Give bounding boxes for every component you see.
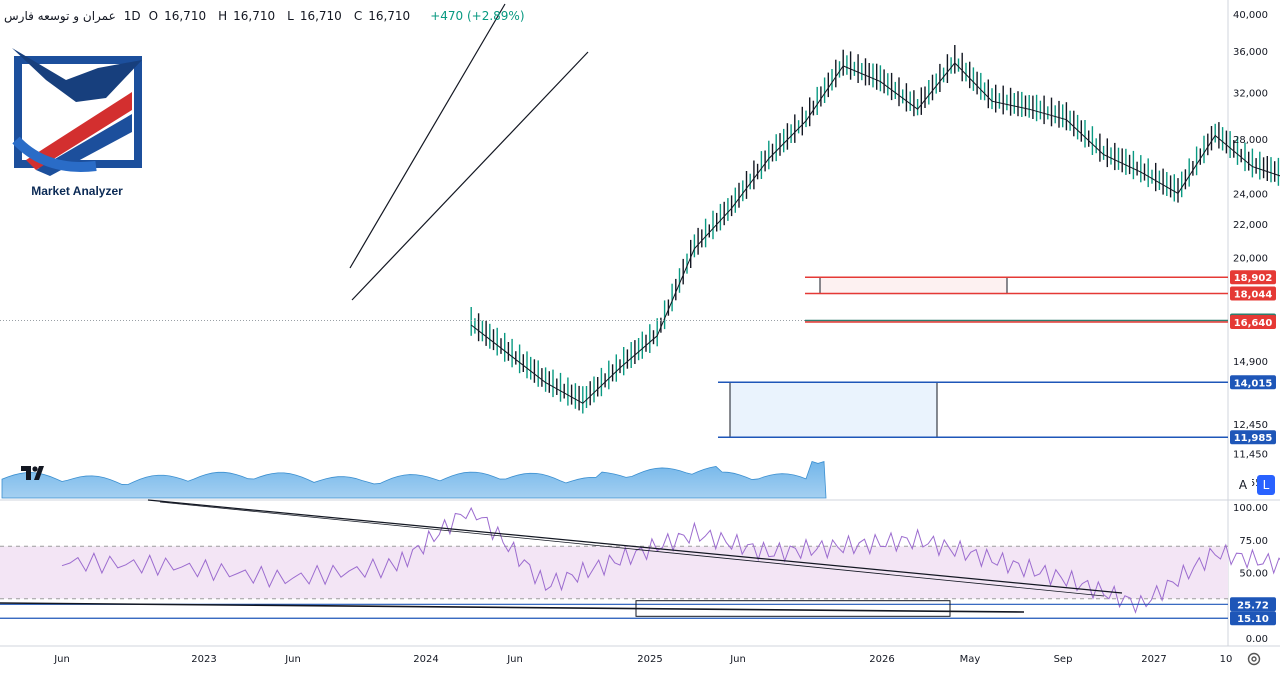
time-tick-label: May bbox=[960, 654, 981, 665]
tradingview-icon[interactable] bbox=[18, 458, 46, 486]
price-tick-label: 32,000 bbox=[1233, 88, 1268, 99]
interval-label[interactable]: 1D bbox=[123, 9, 141, 23]
gear-icon[interactable] bbox=[1246, 651, 1262, 667]
time-tick-label: 2026 bbox=[869, 654, 894, 665]
eagle-logo-icon bbox=[12, 48, 142, 176]
price-tick-label: 36,000 bbox=[1233, 47, 1268, 58]
price-series-line bbox=[470, 62, 1280, 404]
price-tick-label: 28,000 bbox=[1233, 135, 1268, 146]
price-level-tag bbox=[1230, 286, 1276, 301]
low-label: L bbox=[287, 9, 294, 23]
time-tick-label: 2025 bbox=[637, 654, 662, 665]
rsi-trendline-upper-2 bbox=[159, 501, 1105, 597]
time-tick-label: Jun bbox=[506, 654, 523, 665]
ohlc-readout: O 16,710 H 16,710 L 16,710 C 16,710 bbox=[149, 9, 423, 23]
high-label: H bbox=[218, 9, 228, 23]
time-tick-label: 2023 bbox=[191, 654, 216, 665]
price-tick-label: 11,450 bbox=[1233, 449, 1268, 460]
resistance-zone bbox=[819, 276, 1008, 295]
price-level-label: 11,985 bbox=[1234, 433, 1273, 444]
log-scale-button[interactable]: L bbox=[1257, 475, 1275, 495]
watermark-text: Market Analyzer bbox=[31, 184, 123, 198]
high-value: 16,710 bbox=[233, 9, 276, 23]
rsi-tick-label: 50.00 bbox=[1239, 569, 1268, 580]
time-tick-label: Jun bbox=[284, 654, 301, 665]
time-tick-label: Jun bbox=[729, 654, 746, 665]
price-tick-label: 40,000 bbox=[1233, 10, 1268, 21]
rsi-tick-label: 75.00 bbox=[1239, 536, 1268, 547]
channel-trendline bbox=[349, 3, 506, 269]
low-value: 16,710 bbox=[299, 9, 342, 23]
time-tick-label: 10 bbox=[1220, 654, 1233, 665]
price-level-label: 14,015 bbox=[1234, 378, 1273, 389]
price-level-tag bbox=[1230, 375, 1276, 390]
open-value: 16,710 bbox=[164, 9, 207, 23]
price-level-label: 18,044 bbox=[1234, 290, 1273, 301]
open-label: O bbox=[148, 9, 159, 23]
rsi-level-label: 15.10 bbox=[1237, 614, 1269, 625]
auto-scale-button[interactable]: A bbox=[1234, 475, 1252, 495]
price-level-label: 16,640 bbox=[1234, 318, 1273, 329]
rsi-level-label: 25.72 bbox=[1237, 600, 1269, 611]
rsi-line bbox=[61, 506, 1280, 614]
rsi-tick-label: 0.00 bbox=[1246, 634, 1268, 645]
price-tick-label: 12,450 bbox=[1233, 420, 1268, 431]
change-value: +470 (+2.89%) bbox=[430, 9, 525, 23]
close-value: 16,710 bbox=[368, 9, 411, 23]
watermark-logo: Market Analyzer bbox=[6, 40, 148, 210]
price-tick-label: 20,000 bbox=[1233, 253, 1268, 264]
time-tick-label: Sep bbox=[1054, 654, 1073, 665]
symbol-header[interactable]: عمران و توسعه فارس 1D O 16,710 H 16,710 L 16,… bbox=[4, 6, 525, 26]
rsi-level-tag bbox=[1230, 597, 1276, 612]
price-tick-label: 14,900 bbox=[1233, 357, 1268, 368]
rsi-band bbox=[0, 546, 1228, 599]
symbol-name[interactable]: عمران و توسعه فارس bbox=[4, 9, 116, 23]
rsi-trendline-lower bbox=[0, 602, 1025, 613]
rsi-tick-label: 100.00 bbox=[1233, 503, 1268, 514]
rsi-trendline-upper bbox=[147, 499, 1123, 594]
price-level-tag bbox=[1230, 430, 1276, 445]
price-level-label: 18,902 bbox=[1234, 273, 1273, 284]
price-level-tag bbox=[1230, 314, 1276, 329]
time-tick-label: 2027 bbox=[1141, 654, 1166, 665]
channel-trendline bbox=[351, 51, 589, 301]
price-level-tag bbox=[1230, 270, 1276, 285]
rsi-level-tag bbox=[1230, 611, 1276, 626]
time-tick-label: 2024 bbox=[413, 654, 438, 665]
time-tick-label: Jun bbox=[53, 654, 70, 665]
volume-area bbox=[1, 460, 827, 499]
close-label: C bbox=[353, 9, 363, 23]
price-tick-label: 22,000 bbox=[1233, 220, 1268, 231]
support-zone bbox=[729, 381, 938, 438]
price-tick-label: 24,000 bbox=[1233, 189, 1268, 200]
